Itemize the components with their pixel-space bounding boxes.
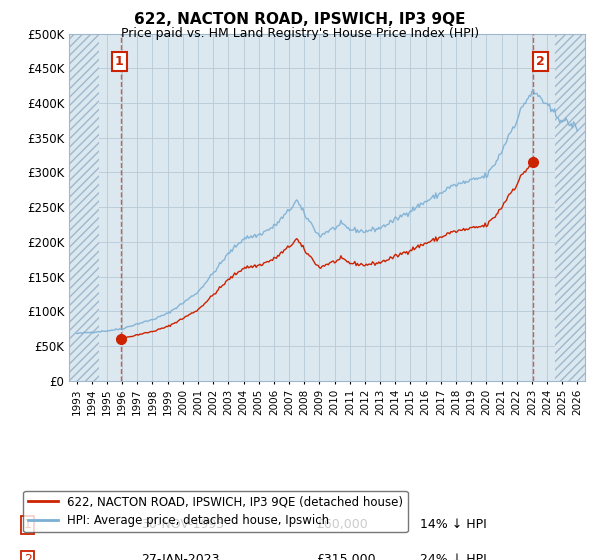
Text: 30-NOV-1995: 30-NOV-1995 bbox=[141, 519, 224, 531]
Text: Price paid vs. HM Land Registry's House Price Index (HPI): Price paid vs. HM Land Registry's House … bbox=[121, 27, 479, 40]
Bar bbox=[554, 34, 585, 381]
Text: £315,000: £315,000 bbox=[317, 553, 376, 560]
Text: £60,000: £60,000 bbox=[317, 519, 368, 531]
Legend: 622, NACTON ROAD, IPSWICH, IP3 9QE (detached house), HPI: Average price, detache: 622, NACTON ROAD, IPSWICH, IP3 9QE (deta… bbox=[23, 491, 408, 532]
Text: 14% ↓ HPI: 14% ↓ HPI bbox=[420, 519, 487, 531]
Text: 622, NACTON ROAD, IPSWICH, IP3 9QE: 622, NACTON ROAD, IPSWICH, IP3 9QE bbox=[134, 12, 466, 27]
Bar bbox=[69, 34, 100, 381]
Text: 2: 2 bbox=[536, 55, 545, 68]
Text: 1: 1 bbox=[115, 55, 124, 68]
Text: 24% ↓ HPI: 24% ↓ HPI bbox=[420, 553, 487, 560]
Text: 1: 1 bbox=[24, 519, 32, 531]
Text: 27-JAN-2023: 27-JAN-2023 bbox=[141, 553, 220, 560]
Text: 2: 2 bbox=[24, 553, 32, 560]
